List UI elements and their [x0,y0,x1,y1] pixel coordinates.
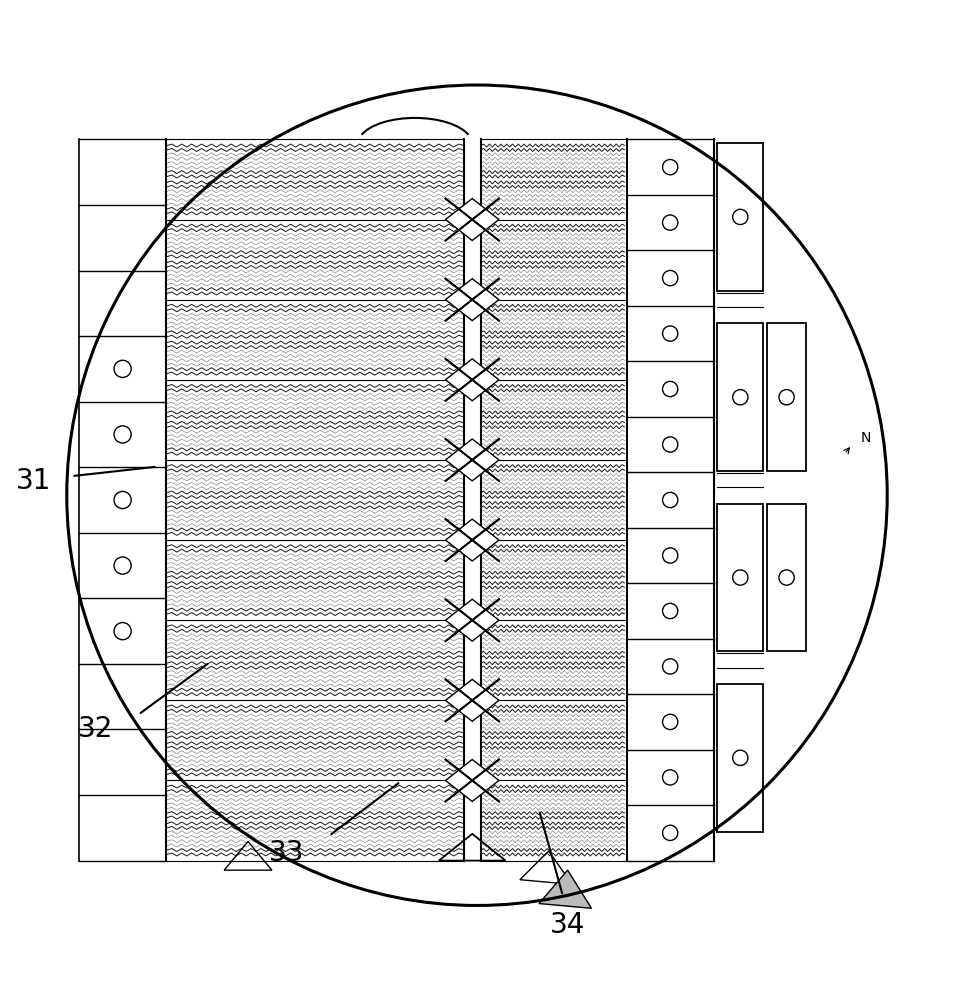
Bar [717,684,762,832]
Bar [717,323,762,471]
Bar [463,139,480,861]
Bar [766,323,805,471]
Polygon shape [445,199,498,241]
Text: 32: 32 [77,715,113,743]
Polygon shape [445,519,498,561]
Text: 33: 33 [268,839,304,867]
Text: N: N [861,431,870,445]
Polygon shape [445,679,498,721]
Bar [717,504,762,651]
Bar [766,504,805,651]
Polygon shape [445,599,498,641]
Polygon shape [445,439,498,481]
Polygon shape [538,870,591,908]
Polygon shape [445,279,498,321]
Bar [717,143,762,291]
Polygon shape [445,759,498,801]
Text: 34: 34 [549,911,585,939]
Text: 31: 31 [15,467,51,495]
Polygon shape [445,359,498,401]
